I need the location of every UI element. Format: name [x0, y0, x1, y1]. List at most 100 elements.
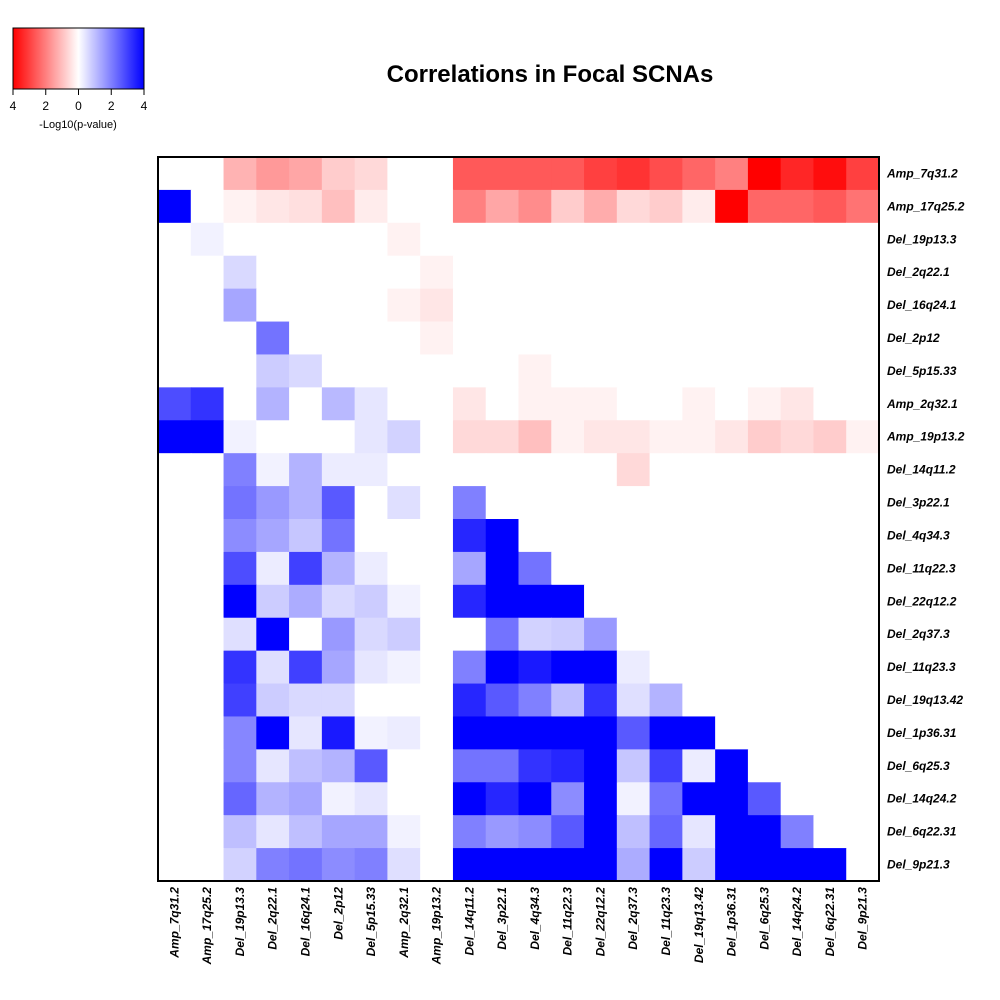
heatmap-cell	[223, 519, 257, 553]
heatmap-cell	[649, 420, 683, 454]
heatmap-cell	[682, 222, 716, 257]
heatmap-cell	[387, 354, 421, 388]
heatmap-cell	[584, 255, 618, 290]
heatmap-cell	[584, 222, 618, 257]
heatmap-cell	[321, 222, 356, 257]
heatmap-cell	[846, 749, 880, 783]
heatmap-cell	[485, 519, 520, 553]
heatmap-cell	[321, 157, 356, 191]
heatmap-cell	[289, 321, 323, 356]
heatmap-cell	[289, 453, 323, 487]
heatmap-cell	[190, 650, 225, 685]
heatmap-cell	[289, 551, 323, 586]
heatmap-cell	[715, 387, 749, 421]
heatmap-cell	[321, 288, 356, 323]
heatmap-cell	[518, 617, 552, 652]
heatmap-cell	[813, 749, 847, 783]
heatmap-cell	[551, 617, 585, 652]
heatmap-cell	[584, 815, 618, 849]
heatmap-cell	[551, 716, 585, 750]
heatmap-cell	[289, 848, 323, 882]
heatmap-cell	[485, 486, 520, 520]
heatmap-cell	[551, 683, 585, 718]
heatmap-cell	[387, 453, 421, 487]
heatmap-cell	[387, 486, 421, 520]
heatmap-cell	[584, 486, 618, 520]
heatmap-cell	[420, 584, 454, 619]
heatmap-cell	[649, 683, 683, 718]
heatmap-cell	[682, 486, 716, 520]
heatmap-cell	[715, 749, 749, 783]
heatmap-cell	[518, 387, 552, 421]
heatmap-cell	[452, 255, 487, 290]
heatmap-cell	[256, 387, 290, 421]
heatmap-cell	[223, 157, 257, 191]
heatmap-cell	[780, 321, 815, 356]
heatmap-cell	[649, 782, 683, 816]
heatmap-cell	[780, 486, 815, 520]
heatmap-cell	[223, 420, 257, 454]
heatmap-cell	[387, 617, 421, 652]
heatmap-cell	[682, 255, 716, 290]
heatmap-cell	[223, 354, 257, 388]
heatmap-cell	[158, 551, 192, 586]
heatmap-cell	[158, 716, 192, 750]
heatmap-cell	[223, 815, 257, 849]
row-label: Amp_19p13.2	[886, 430, 965, 444]
heatmap-cell	[518, 716, 552, 750]
heatmap-cell	[780, 551, 815, 586]
heatmap-cell	[256, 354, 290, 388]
heatmap-cell	[289, 189, 323, 224]
heatmap-cell	[649, 321, 683, 356]
heatmap-cell	[387, 255, 421, 290]
heatmap-cell	[715, 255, 749, 290]
heatmap-cell	[354, 815, 389, 849]
row-label: Del_16q24.1	[887, 298, 957, 312]
heatmap-cell	[420, 617, 454, 652]
heatmap-cell	[387, 815, 421, 849]
color-key-tick-label: 0	[75, 99, 82, 113]
heatmap-cell	[223, 321, 257, 356]
heatmap-cell	[747, 420, 782, 454]
row-label: Del_6q25.3	[887, 759, 950, 773]
heatmap-cell	[616, 321, 651, 356]
heatmap-cell	[846, 617, 880, 652]
heatmap-cell	[289, 387, 323, 421]
heatmap-cell	[387, 222, 421, 257]
row-label: Del_11q22.3	[887, 561, 956, 575]
heatmap-cell	[747, 848, 782, 882]
heatmap-cell	[387, 157, 421, 191]
heatmap-cell	[485, 189, 520, 224]
heatmap-cell	[584, 189, 618, 224]
heatmap-cell	[747, 189, 782, 224]
heatmap-cell	[387, 782, 421, 816]
heatmap-cell	[813, 222, 847, 257]
heatmap-cell	[321, 354, 356, 388]
heatmap-cell	[616, 650, 651, 685]
heatmap-cell	[747, 617, 782, 652]
heatmap-cell	[190, 157, 225, 191]
heatmap-cell	[354, 157, 389, 191]
heatmap-cell	[551, 584, 585, 619]
heatmap-cell	[289, 683, 323, 718]
heatmap-cells	[158, 157, 880, 882]
heatmap-cell	[485, 584, 520, 619]
heatmap-cell	[420, 519, 454, 553]
column-label: Amp_17q25.2	[200, 887, 214, 966]
heatmap-cell	[420, 683, 454, 718]
heatmap-cell	[420, 189, 454, 224]
heatmap-cell	[321, 321, 356, 356]
heatmap-cell	[715, 354, 749, 388]
heatmap-cell	[747, 157, 782, 191]
heatmap-cell	[715, 848, 749, 882]
heatmap-cell	[551, 650, 585, 685]
heatmap-cell	[813, 453, 847, 487]
heatmap-cell	[158, 519, 192, 553]
column-label: Del_14q24.2	[790, 887, 804, 957]
column-label: Del_4q34.3	[528, 887, 542, 950]
heatmap-cell	[780, 354, 815, 388]
heatmap-cell	[420, 157, 454, 191]
heatmap-cell	[649, 650, 683, 685]
heatmap-cell	[813, 321, 847, 356]
heatmap-cell	[289, 782, 323, 816]
